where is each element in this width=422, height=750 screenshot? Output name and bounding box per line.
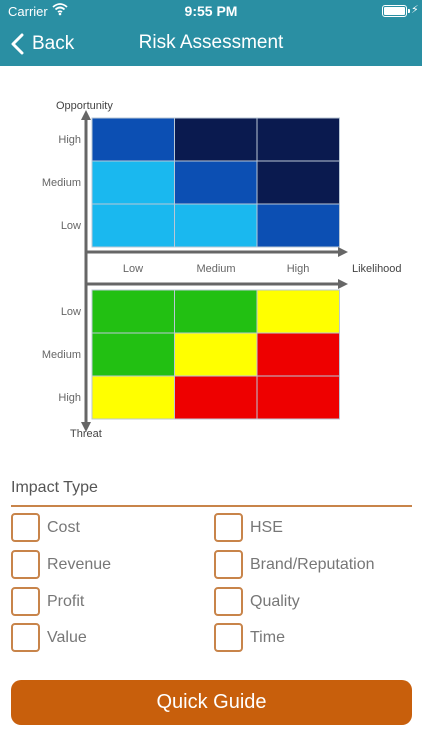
checkbox-box[interactable] [214, 513, 243, 542]
impact-type-heading: Impact Type [11, 479, 98, 496]
checkbox-label: Revenue [47, 555, 112, 573]
checkbox-box[interactable] [11, 550, 40, 579]
checkbox-revenue[interactable]: Revenue [11, 550, 111, 579]
risk-matrix: Opportunity Threat Likelihood Low Medium… [0, 66, 422, 456]
x-tick-high: High [287, 263, 310, 275]
checkbox-label: Cost [47, 518, 80, 536]
threat-cell-0-2[interactable] [256, 289, 340, 334]
threat-cell-0-1[interactable] [174, 289, 258, 334]
checkbox-box[interactable] [11, 623, 40, 652]
axis-arrow-right-icon [338, 279, 348, 289]
risk-matrix-svg: Opportunity Threat Likelihood Low Medium… [42, 100, 402, 440]
quick-guide-button[interactable]: Quick Guide [11, 680, 412, 725]
opportunity-grid [91, 117, 340, 248]
checkbox-label: Brand/Reputation [250, 555, 375, 573]
threat-cell-2-1[interactable] [174, 375, 258, 420]
axis-arrow-down-icon [81, 422, 91, 432]
likelihood-label: Likelihood [352, 263, 402, 275]
checkbox-time[interactable]: Time [214, 623, 285, 652]
threat-row-medium: Medium [42, 349, 81, 361]
opportunity-cell-1-2[interactable] [256, 160, 340, 205]
checkbox-brand-reputation[interactable]: Brand/Reputation [214, 550, 375, 579]
opportunity-cell-0-0[interactable] [91, 117, 175, 162]
back-label: Back [32, 33, 75, 54]
page-title: Risk Assessment [138, 32, 284, 53]
opportunity-cell-1-0[interactable] [91, 160, 175, 205]
checkbox-label: Value [47, 628, 87, 646]
threat-cell-1-2[interactable] [256, 332, 340, 377]
navigation-bar: Back Risk Assessment [0, 22, 422, 66]
opportunity-cell-2-1[interactable] [174, 203, 258, 248]
x-tick-medium: Medium [196, 263, 235, 275]
opportunity-cell-2-2[interactable] [256, 203, 340, 248]
carrier-label: Carrier [8, 4, 48, 19]
checkbox-value[interactable]: Value [11, 623, 87, 652]
checkbox-hse[interactable]: HSE [214, 513, 283, 542]
threat-row-high: High [58, 392, 81, 404]
checkbox-label: Profit [47, 592, 85, 610]
wifi-icon [52, 2, 68, 19]
checkbox-quality[interactable]: Quality [214, 587, 300, 616]
divider [11, 505, 412, 507]
opportunity-cell-1-1[interactable] [174, 160, 258, 205]
checkbox-label: Quality [250, 592, 300, 610]
threat-cell-2-0[interactable] [91, 375, 175, 420]
axis-arrow-right-icon [338, 247, 348, 257]
opportunity-cell-0-1[interactable] [174, 117, 258, 162]
threat-cell-2-2[interactable] [256, 375, 340, 420]
app-header: Carrier 9:55 PM ⚡ Back Risk Assessment [0, 0, 422, 66]
threat-cell-0-0[interactable] [91, 289, 175, 334]
threat-cell-1-1[interactable] [174, 332, 258, 377]
opportunity-row-medium: Medium [42, 177, 81, 189]
checkbox-box[interactable] [11, 513, 40, 542]
axis-arrow-up-icon [81, 110, 91, 120]
opportunity-row-high: High [58, 134, 81, 146]
threat-row-low: Low [61, 306, 81, 318]
x-tick-low: Low [123, 263, 143, 275]
opportunity-label: Opportunity [56, 100, 113, 112]
checkbox-label: Time [250, 628, 285, 646]
checkbox-box[interactable] [11, 587, 40, 616]
opportunity-cell-0-2[interactable] [256, 117, 340, 162]
checkbox-cost[interactable]: Cost [11, 513, 80, 542]
chevron-left-icon [11, 33, 24, 55]
opportunity-row-low: Low [61, 220, 81, 232]
status-bar: Carrier 9:55 PM ⚡ [0, 0, 422, 22]
status-time: 9:55 PM [184, 3, 238, 19]
checkbox-box[interactable] [214, 623, 243, 652]
battery-icon: ⚡ [382, 4, 419, 17]
opportunity-cell-2-0[interactable] [91, 203, 175, 248]
threat-grid [91, 289, 340, 420]
checkbox-box[interactable] [214, 550, 243, 579]
checkbox-box[interactable] [214, 587, 243, 616]
threat-cell-1-0[interactable] [91, 332, 175, 377]
checkbox-profit[interactable]: Profit [11, 587, 84, 616]
threat-label: Threat [70, 428, 102, 440]
back-button[interactable]: Back [10, 30, 74, 58]
checkbox-label: HSE [250, 518, 283, 536]
